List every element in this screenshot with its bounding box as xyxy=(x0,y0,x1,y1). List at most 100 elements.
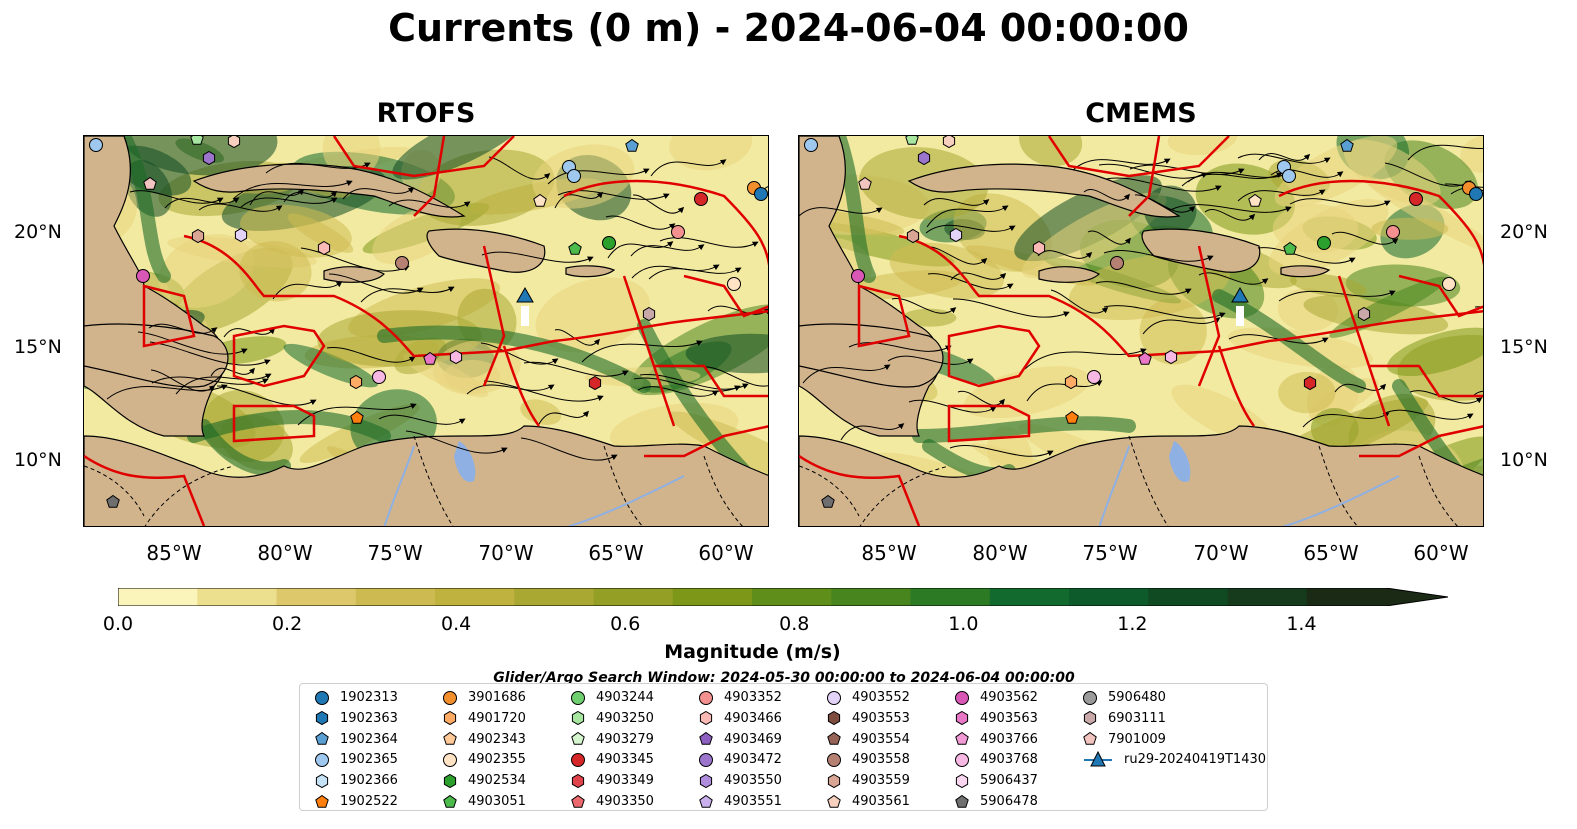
current-streamline xyxy=(1444,183,1483,192)
pentagon-marker-icon xyxy=(1083,731,1097,745)
hexagon-marker-icon xyxy=(315,773,329,788)
argo-float-marker xyxy=(568,241,582,255)
lon-label-70w-left: 70°W xyxy=(478,541,534,565)
country-border xyxy=(1128,435,1169,526)
eez-boundary xyxy=(84,454,206,526)
legend-label: 4902355 xyxy=(468,752,526,768)
pentagon-marker-icon xyxy=(571,794,585,808)
argo-float-marker xyxy=(449,349,463,365)
colorbar-tick-label: 0.8 xyxy=(779,613,810,635)
eez-boundary xyxy=(142,284,196,348)
current-streamline xyxy=(799,207,883,217)
current-magnitude-patch xyxy=(1329,276,1447,338)
current-streamline xyxy=(557,190,670,200)
legend-label: 4902534 xyxy=(468,773,526,789)
current-streamline xyxy=(802,364,891,384)
argo-float-marker xyxy=(727,277,741,291)
glider-position-marker xyxy=(516,286,534,303)
legend-item: 4903250 xyxy=(570,708,654,729)
pentagon-marker-icon xyxy=(955,794,969,808)
legend-item: 4903550 xyxy=(698,770,782,791)
colorbar-extend-arrow xyxy=(1386,588,1448,606)
hexagon-marker-icon xyxy=(571,711,585,726)
argo-float-marker xyxy=(602,236,616,250)
current-streamline xyxy=(405,430,508,454)
eez-boundary xyxy=(1197,245,1221,387)
legend-item: 4903768 xyxy=(954,749,1038,770)
current-streamline xyxy=(1237,153,1331,164)
south-america-land xyxy=(799,425,1483,526)
lat-label-10n-left: 10°N xyxy=(14,449,62,471)
current-streamline xyxy=(1072,158,1171,171)
pentagon-marker-icon xyxy=(827,794,841,808)
float-legend: 1902313 1902363 1902364 1902365 1902366 19025… xyxy=(299,683,1268,811)
argo-float-marker xyxy=(1248,193,1262,207)
eez-boundary xyxy=(1278,179,1483,266)
argo-float-marker xyxy=(858,176,872,190)
current-streamline xyxy=(523,361,629,377)
current-streamline xyxy=(342,187,415,200)
argo-float-marker xyxy=(349,374,363,390)
hexagon-marker-icon xyxy=(699,773,713,788)
legend-label: 4903551 xyxy=(724,794,782,809)
legend-label: 4903558 xyxy=(852,752,910,768)
eez-boundary xyxy=(1398,274,1483,318)
argo-float-marker xyxy=(202,150,216,166)
eez-boundary xyxy=(332,136,515,178)
current-streamline xyxy=(1334,383,1387,393)
current-magnitude-patch xyxy=(1019,136,1083,167)
argo-float-marker xyxy=(1138,351,1152,365)
legend-label: 4903345 xyxy=(596,752,654,768)
argo-float-marker xyxy=(191,228,205,244)
current-streamline xyxy=(1026,380,1103,402)
pentagon-marker-icon xyxy=(699,731,713,745)
legend-item: 7901009 xyxy=(1082,729,1166,750)
eez-boundary xyxy=(683,274,768,318)
current-magnitude-patch xyxy=(669,136,753,171)
river xyxy=(383,445,415,526)
legend-item: 3901686 xyxy=(442,687,526,708)
eez-boundary xyxy=(654,364,768,398)
colorbar-segment xyxy=(276,588,357,606)
argo-float-marker xyxy=(754,187,768,201)
legend-item: ru29-20240419T1430 xyxy=(1082,749,1266,770)
current-streamline xyxy=(283,190,338,203)
country-border xyxy=(703,455,743,526)
argo-float-marker xyxy=(821,494,835,508)
hexagon-marker-icon xyxy=(315,711,329,726)
hexagon-marker-icon xyxy=(1083,711,1097,726)
pentagon-marker-icon xyxy=(699,794,713,808)
legend-item: 4903244 xyxy=(570,687,654,708)
strong-current-band xyxy=(377,325,651,393)
circle-marker-icon xyxy=(827,752,841,767)
figure-title: Currents (0 m) - 2024-06-04 00:00:00 xyxy=(388,6,1189,50)
pentagon-marker-icon xyxy=(571,731,585,745)
pentagon-marker-icon xyxy=(443,794,457,808)
circle-marker-icon xyxy=(315,752,329,767)
argo-float-marker xyxy=(917,150,931,166)
eez-boundary xyxy=(622,275,676,427)
legend-label: 4903469 xyxy=(724,731,782,747)
current-streamline xyxy=(1382,409,1474,420)
lat-label-15n-left: 15°N xyxy=(14,336,62,358)
argo-float-marker xyxy=(1317,236,1331,250)
legend-label: ru29-20240419T1430 xyxy=(1124,752,1267,768)
argo-float-marker xyxy=(1386,225,1400,239)
argo-float-marker xyxy=(234,227,248,243)
legend-item: 4902534 xyxy=(442,770,526,791)
current-streamline xyxy=(547,168,650,185)
legend-item: 1902363 xyxy=(314,708,398,729)
current-streamline xyxy=(249,188,305,206)
country-border xyxy=(859,465,950,526)
current-magnitude-patch xyxy=(1387,327,1483,377)
legend-label: 4903766 xyxy=(980,731,1038,747)
argo-float-marker xyxy=(423,351,437,365)
hexagon-marker-icon xyxy=(827,773,841,788)
legend-label: 1902363 xyxy=(340,710,398,726)
current-streamline xyxy=(554,329,600,346)
hexagon-marker-icon xyxy=(699,711,713,726)
legend-label: 1902366 xyxy=(340,773,398,789)
current-streamline xyxy=(1083,189,1130,201)
cmems-current-map xyxy=(798,135,1484,527)
legend-label: 4901720 xyxy=(468,710,526,726)
